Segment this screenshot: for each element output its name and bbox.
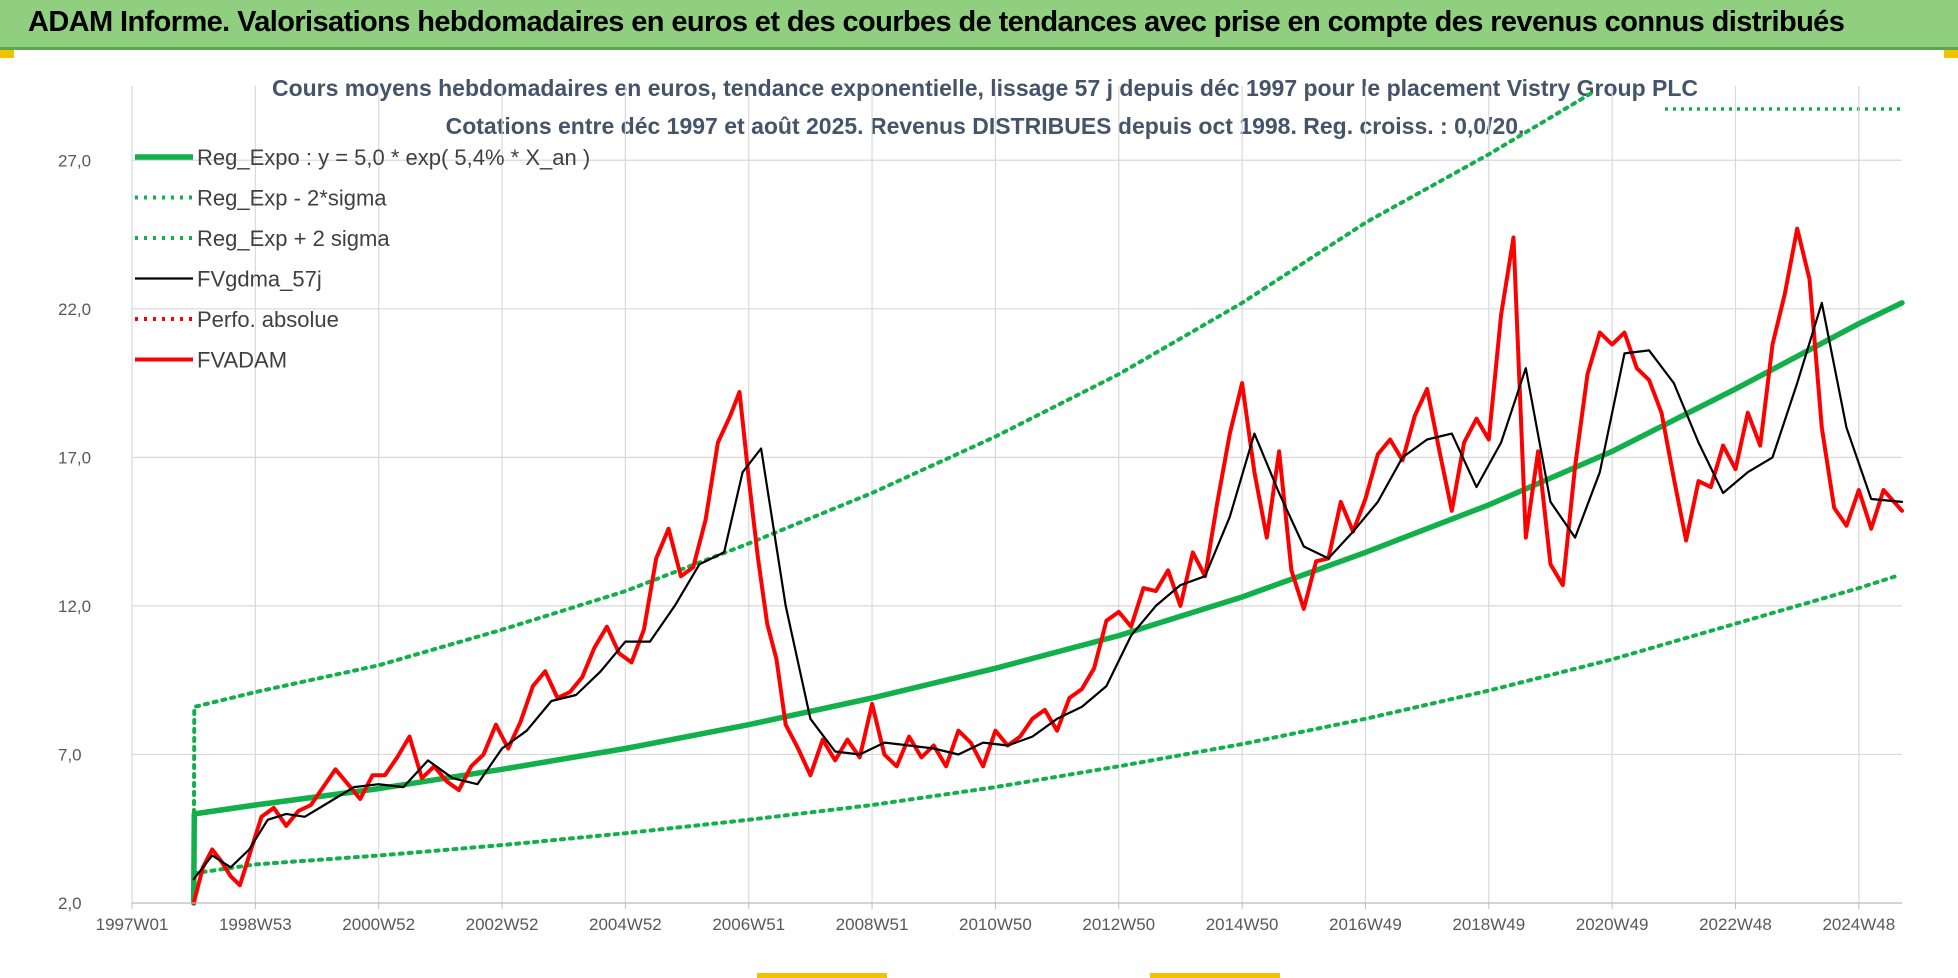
x-tick-label: 2014W50 <box>1206 915 1279 934</box>
x-tick-label: 2006W51 <box>712 915 785 934</box>
series-line-1 <box>191 574 1898 876</box>
x-tick-label: 2010W50 <box>959 915 1032 934</box>
x-tick-label: 2020W49 <box>1576 915 1649 934</box>
plot-area <box>190 89 1905 906</box>
grid <box>131 86 1902 904</box>
legend-label: FVADAM <box>197 348 287 373</box>
legend-label: Reg_Exp + 2 sigma <box>197 226 390 251</box>
x-tick-label: 1998W53 <box>219 915 292 934</box>
legend-label: FVgdma_57j <box>197 267 322 292</box>
x-tick-label: 2016W49 <box>1329 915 1402 934</box>
x-tick-label: 2024W48 <box>1822 915 1895 934</box>
series-line-2 <box>191 89 1596 905</box>
corner-mark-right <box>1944 50 1958 58</box>
chart-subtitle: Cotations entre déc 1997 et août 2025. R… <box>446 113 1525 139</box>
chart-area: Cours moyens hebdomadaires en euros, ten… <box>0 52 1958 978</box>
scroll-marker-2 <box>1150 973 1280 978</box>
x-tick-label: 2012W50 <box>1082 915 1155 934</box>
y-tick-label: 12,0 <box>58 597 91 616</box>
series-line-5 <box>191 226 1904 905</box>
x-tick-label: 2000W52 <box>342 915 415 934</box>
series-line-3 <box>192 301 1904 881</box>
axes: 2,0 7,0 12,0 17,0 22,0 27,0 1997W01 1998W53 2000… <box>58 151 1902 934</box>
x-tick-label: 2022W48 <box>1699 915 1772 934</box>
report-title: ADAM Informe. Valorisations hebdomadaire… <box>28 6 1845 38</box>
y-tick-label: 22,0 <box>58 300 91 319</box>
chart-svg: Cours moyens hebdomadaires en euros, ten… <box>58 75 1905 934</box>
x-tick-label: 2004W52 <box>589 915 662 934</box>
x-tick-label: 1997W01 <box>96 915 169 934</box>
y-tick-label: 17,0 <box>58 448 91 467</box>
series-line-0 <box>190 300 1905 906</box>
y-tick-label: 27,0 <box>58 151 91 170</box>
x-tick-label: 2008W51 <box>836 915 909 934</box>
legend: Reg_Expo : y = 5,0 * exp( 5,4% * X_an ) R… <box>135 145 590 373</box>
corner-mark-left <box>0 50 14 58</box>
chart-title: Cours moyens hebdomadaires en euros, ten… <box>272 75 1698 101</box>
header-banner: ADAM Informe. Valorisations hebdomadaire… <box>0 0 1958 50</box>
legend-label: Perfo. absolue <box>197 307 339 332</box>
y-tick-label: 7,0 <box>58 745 82 764</box>
legend-label: Reg_Exp - 2*sigma <box>197 186 387 211</box>
y-tick-label: 2,0 <box>58 894 82 913</box>
x-tick-label: 2002W52 <box>466 915 539 934</box>
legend-label: Reg_Expo : y = 5,0 * exp( 5,4% * X_an ) <box>197 145 590 170</box>
x-tick-label: 2018W49 <box>1452 915 1525 934</box>
scroll-marker-1 <box>757 973 887 978</box>
